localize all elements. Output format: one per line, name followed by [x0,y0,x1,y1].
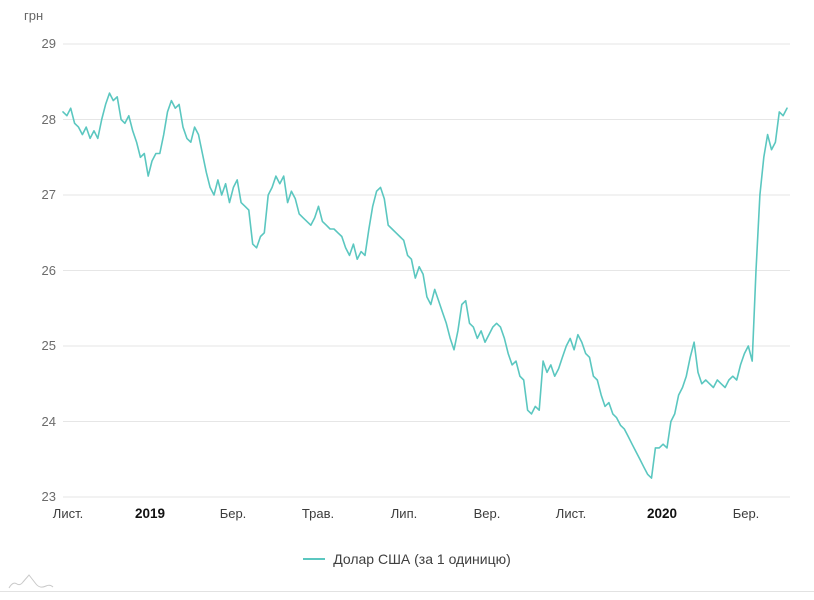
y-tick-label: 23 [41,489,56,504]
x-tick-label: Трав. [301,506,335,521]
legend-line-marker [303,558,326,560]
y-tick-label: 27 [41,187,56,202]
site-logo-watermark [8,574,54,589]
y-tick-label: 26 [41,262,56,278]
gridlines [63,43,790,498]
y-axis-unit-label: грн [24,8,44,23]
x-tick-label: Лип. [390,506,418,521]
chart-legend: Долар США (за 1 одиницю) [0,551,814,567]
x-tick-label: Лист. [555,506,587,521]
y-tick-label: 24 [41,413,56,429]
y-tick-label: 28 [41,111,56,127]
x-tick-label: Бер. [219,506,247,521]
legend-label: Долар США (за 1 одиницю) [333,551,511,567]
x-tick-label: Бер. [732,506,760,521]
chart-canvas[interactable] [0,0,814,545]
bottom-divider [0,591,814,592]
x-tick-label: Лист. [52,506,84,521]
x-tick-label-year: 2020 [646,506,678,521]
y-tick-label: 25 [41,338,56,353]
rate-line-series [62,92,788,479]
x-tick-label-year: 2019 [134,506,166,521]
x-tick-label: Вер. [473,506,501,521]
legend-item-usd[interactable]: Долар США (за 1 одиницю) [303,551,511,567]
y-tick-label: 29 [41,36,56,51]
